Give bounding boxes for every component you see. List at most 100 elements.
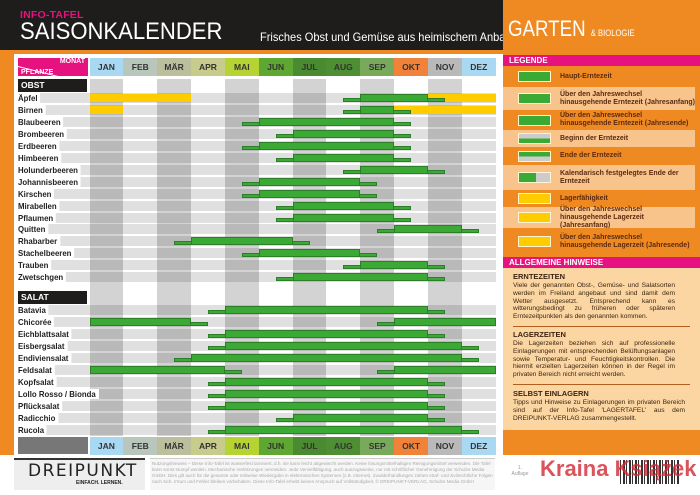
legend-item: Über den Jahreswechsel hinausgehende Lag… (503, 205, 695, 229)
row-label: Kopfsalat (18, 376, 57, 387)
storage-bar (394, 105, 496, 114)
harvest-bar-main (89, 365, 225, 374)
row-stripe (18, 200, 496, 211)
month-header-mai: MAI (224, 58, 259, 76)
month-header-mär: MÄR (157, 58, 192, 76)
harvest-bar-begin (377, 322, 395, 327)
storage-bar (428, 94, 496, 102)
legend-label: Über den Jahreswechsel hinausgehende Lag… (560, 205, 645, 229)
harvest-bar-begin (241, 193, 259, 198)
legend-label: Über den Jahreswechsel hinausgehende Ern… (560, 90, 695, 106)
row-label: Endiviensalat (18, 353, 72, 363)
corner-plant-label: PFLANZE (21, 69, 54, 76)
harvest-bar-begin (377, 229, 395, 234)
harvest-bar-end (394, 217, 412, 222)
harvest-bar-begin (275, 277, 293, 282)
harvest-bar-end (461, 429, 479, 434)
harvest-bar-begin (275, 133, 293, 138)
harvest-bar-begin (275, 157, 293, 162)
harvest-bar-end (394, 121, 412, 126)
harvest-bar-end (428, 277, 445, 282)
brand-name: GARTEN (508, 16, 586, 41)
harvest-bar-end (360, 193, 378, 198)
harvest-bar-main (394, 365, 496, 374)
month-header-apr: APR (191, 58, 225, 76)
month-header-okt: OKT (394, 437, 428, 455)
harvest-bar-end (428, 334, 445, 339)
footer-corner (18, 437, 88, 454)
legend-swatch (518, 133, 551, 144)
month-header-jun: JUN (258, 58, 293, 76)
month-header-aug: AUG (326, 437, 361, 455)
month-header-jan: JAN (89, 58, 124, 76)
legend-label: Lagerfähigkeit (560, 194, 608, 202)
corner-month-label: MONAT (59, 58, 85, 65)
row-label: Äpfel (18, 93, 41, 103)
row-stripe (18, 364, 496, 375)
row-label: Erdbeeren (18, 140, 60, 151)
harvest-bar-end (360, 181, 378, 186)
month-header-dez: DEZ (461, 58, 496, 76)
month-header-feb: FEB (123, 58, 158, 76)
legend-item: Über den Jahreswechsel hinausgehende Ern… (503, 110, 695, 130)
logo: DREIPUNKT (28, 461, 138, 481)
harvest-bar-end (461, 358, 479, 362)
month-header-okt: OKT (394, 58, 428, 76)
row-stripe (18, 272, 496, 283)
month-header-aug: AUG (326, 58, 361, 76)
row-label: Himbeeren (18, 152, 62, 163)
harvest-bar-end (428, 405, 445, 410)
harvest-bar-main (292, 213, 395, 222)
legend-label: Ende der Erntezeit (560, 152, 622, 159)
row-stripe (18, 224, 496, 235)
harvest-bar-main (292, 413, 428, 422)
row-stripe (18, 152, 496, 163)
row-label: Johannisbeeren (18, 176, 81, 187)
legal-notice: Nutzungshinweis – Diese Info-Tafel ist w… (150, 458, 495, 490)
harvest-bar-begin (207, 381, 225, 386)
harvest-bar-main (258, 249, 361, 258)
storage-bar (89, 94, 192, 102)
month-header-jun: JUN (258, 437, 293, 455)
harvest-bar-main (191, 354, 462, 362)
legend-swatch (518, 150, 551, 162)
harvest-bar-main (292, 129, 395, 138)
harvest-bar-main (394, 318, 496, 327)
row-label: Rucola (18, 424, 47, 435)
harvest-bar-begin (207, 393, 225, 398)
harvest-bar-end (428, 169, 445, 174)
harvest-bar-begin (275, 417, 293, 422)
harvest-bar-begin (174, 241, 192, 246)
harvest-bar-main (258, 141, 395, 150)
month-header-feb: FEB (123, 437, 158, 455)
month-header-mär: MÄR (157, 437, 192, 455)
harvest-bar-main (258, 177, 361, 186)
harvest-bar-end (394, 157, 412, 162)
harvest-bar-end (191, 322, 208, 327)
month-column (360, 79, 395, 436)
harvest-bar-end (461, 346, 479, 351)
row-label: Zwetschgen (18, 272, 66, 283)
harvest-bar-end (394, 205, 412, 210)
row-label: Chicorée (18, 317, 55, 328)
harvest-bar-main (224, 306, 428, 315)
month-header-sep: SEP (360, 58, 395, 76)
harvest-bar-end (461, 229, 479, 234)
month-header-sep: SEP (360, 437, 395, 455)
legend-item: Lagerfähigkeit (503, 190, 695, 207)
edition: 1. Auflage (511, 465, 529, 477)
legend-item: Kalendarisch festgelegtes Ende der Ernte… (503, 165, 695, 190)
row-stripe (18, 164, 496, 175)
row-stripe (18, 128, 496, 139)
harvest-bar-main (292, 201, 395, 210)
harvest-bar-main (292, 273, 428, 282)
harvest-bar-main (360, 105, 395, 114)
harvest-bar-end (428, 381, 445, 386)
brand-panel (503, 0, 700, 50)
row-label: Blaubeeren (18, 116, 64, 127)
harvest-bar-end (224, 369, 242, 374)
kicker: INFO-TAFEL (20, 9, 84, 21)
harvest-bar-begin (343, 265, 361, 270)
legend-item: Über den Jahreswechsel hinausgehende Ern… (503, 87, 695, 110)
month-column (224, 79, 259, 436)
